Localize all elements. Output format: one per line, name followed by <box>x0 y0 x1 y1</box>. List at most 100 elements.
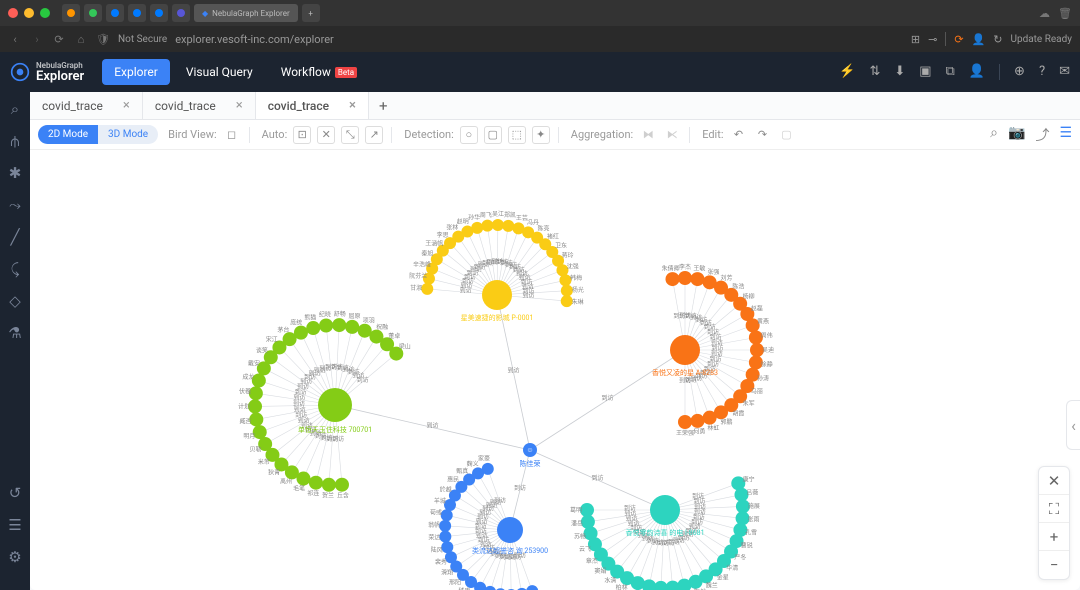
svg-text:施展: 施展 <box>748 502 760 510</box>
action-icon-3[interactable]: ⬇ <box>894 64 905 80</box>
redo-icon[interactable]: ↷ <box>754 126 772 144</box>
svg-text:翁帆: 翁帆 <box>428 521 440 529</box>
sidebar-path-icon[interactable]: ╱ <box>6 228 24 246</box>
list-view-icon[interactable]: ☰ <box>1059 125 1072 145</box>
url-text[interactable]: explorer.vesoft-inc.com/explorer <box>175 33 903 46</box>
support-icon[interactable]: ✉ <box>1059 64 1070 80</box>
nav-workflow[interactable]: WorkflowBeta <box>269 59 369 85</box>
menu-icon[interactable]: ☁ <box>1039 7 1050 20</box>
auto-2[interactable]: ✕ <box>317 126 335 144</box>
update-icon[interactable]: ↻ <box>993 33 1002 46</box>
det-3[interactable]: ⬚ <box>508 126 526 144</box>
file-tab[interactable]: covid_trace× <box>30 92 143 119</box>
sidebar-share-icon[interactable]: ⤳ <box>6 196 24 214</box>
trash-icon[interactable]: 🗑 <box>1058 7 1072 20</box>
action-icon-1[interactable]: ⚡ <box>839 64 855 80</box>
browser-tab[interactable] <box>84 4 102 22</box>
browser-tab[interactable] <box>106 4 124 22</box>
window-controls[interactable] <box>8 8 50 18</box>
close-tab-icon[interactable]: × <box>236 98 243 113</box>
browser-tabs[interactable]: ◆NebulaGraph Explorer+ <box>62 4 320 22</box>
auto-4[interactable]: ↗ <box>365 126 383 144</box>
fullscreen-icon[interactable]: ⛶ <box>1039 495 1069 523</box>
forward-icon[interactable]: › <box>30 33 44 46</box>
browser-tab[interactable] <box>128 4 146 22</box>
file-tab[interactable]: covid_trace× <box>256 92 369 119</box>
browser-tab-active[interactable]: ◆NebulaGraph Explorer <box>194 4 298 22</box>
devtools-icon[interactable]: ⟳ <box>954 33 963 46</box>
auto-3[interactable]: ⤡ <box>341 126 359 144</box>
panel-collapse-handle[interactable]: ‹ <box>1066 400 1080 450</box>
browser-tab[interactable] <box>62 4 80 22</box>
fit-icon[interactable]: ✕ <box>1039 467 1069 495</box>
action-icon-2[interactable]: ⇅ <box>869 64 880 80</box>
logo[interactable]: NebulaGraph Explorer <box>10 62 84 83</box>
nav-explorer[interactable]: Explorer <box>102 59 170 85</box>
sidebar-list-icon[interactable]: ☰ <box>6 516 24 534</box>
nav-visual-query[interactable]: Visual Query <box>174 59 265 85</box>
export-icon[interactable]: ⤴ <box>1035 125 1049 145</box>
graph-canvas[interactable]: 到访到访到访到访到访甘淑到访阮芬兰到访辛浩峰到访秦旭到访王涵帆到访李思到访张林到… <box>30 150 1080 590</box>
home-icon[interactable]: ⌂ <box>74 33 88 46</box>
view-mode-toggle[interactable]: 2D Mode 3D Mode <box>38 125 158 144</box>
sidebar-route-icon[interactable]: ⤹ <box>6 260 24 278</box>
zoom-in-icon[interactable]: + <box>1039 523 1069 551</box>
svg-text:米芾: 米芾 <box>258 458 270 466</box>
sidebar-filter-icon[interactable]: ⫛ <box>6 132 24 150</box>
header-actions: ⚡ ⇅ ⬇ ▣ ⧉ 👤 ⊕ ? ✉ <box>839 64 1070 80</box>
svg-text:丘含: 丘含 <box>337 492 349 500</box>
svg-text:云飞: 云飞 <box>579 546 591 553</box>
back-icon[interactable]: ‹ <box>8 33 22 46</box>
svg-text:孔雪: 孔雪 <box>745 529 757 537</box>
action-icon-5[interactable]: ⧉ <box>946 64 955 80</box>
reload-icon[interactable]: ⟳ <box>52 33 66 46</box>
svg-text:王荣强: 王荣强 <box>676 429 694 437</box>
help-icon[interactable]: ? <box>1039 64 1045 80</box>
svg-text:蒋玲: 蒋玲 <box>562 251 574 259</box>
sidebar-tree-icon[interactable]: ⚗ <box>6 324 24 342</box>
svg-text:周飞: 周飞 <box>480 212 492 219</box>
birdview-toggle[interactable]: ◻ <box>223 126 241 144</box>
svg-text:赵磊: 赵磊 <box>751 305 763 313</box>
graph-svg[interactable]: 到访到访到访到访到访甘淑到访阮芬兰到访辛浩峰到访秦旭到访王涵帆到访李思到访张林到… <box>30 150 1080 590</box>
add-tab-icon[interactable]: + <box>369 97 398 115</box>
det-1[interactable]: ○ <box>460 126 478 144</box>
zoom-out-icon[interactable]: − <box>1039 551 1069 579</box>
sidebar-graph-icon[interactable]: ✱ <box>6 164 24 182</box>
close-tab-icon[interactable]: × <box>123 98 130 113</box>
browser-tab[interactable] <box>172 4 190 22</box>
svg-text:杨柳: 杨柳 <box>743 293 755 301</box>
det-4[interactable]: ✦ <box>532 126 550 144</box>
edit-3[interactable]: ▢ <box>778 126 796 144</box>
action-icon-6[interactable]: 👤 <box>969 64 985 80</box>
undo-icon[interactable]: ↶ <box>730 126 748 144</box>
agg-1[interactable]: ⧓ <box>639 126 657 144</box>
sidebar-history-icon[interactable]: ↺ <box>6 484 24 502</box>
det-2[interactable]: ▢ <box>484 126 502 144</box>
svg-text:王敏: 王敏 <box>693 264 705 272</box>
search-canvas-icon[interactable]: ⌕ <box>990 125 998 145</box>
mode-3d[interactable]: 3D Mode <box>98 125 158 144</box>
action-icon-4[interactable]: ▣ <box>919 64 931 80</box>
sidebar-search-icon[interactable]: ⌕ <box>6 100 24 118</box>
key-icon[interactable]: ⊸ <box>928 33 937 46</box>
mode-2d[interactable]: 2D Mode <box>38 125 98 144</box>
globe-icon[interactable]: ⊕ <box>1014 64 1025 80</box>
extensions-icon[interactable]: ⊞ <box>911 33 920 46</box>
sidebar-cube-icon[interactable]: ◇ <box>6 292 24 310</box>
svg-text:郑凯: 郑凯 <box>504 211 516 219</box>
file-tab[interactable]: covid_trace× <box>143 92 256 119</box>
sidebar-settings-icon[interactable]: ⚙ <box>6 548 24 566</box>
svg-text:戴安: 戴安 <box>248 359 260 367</box>
auto-1[interactable]: ⊡ <box>293 126 311 144</box>
browser-tab[interactable] <box>150 4 168 22</box>
update-label[interactable]: Update Ready <box>1010 34 1072 45</box>
snapshot-icon[interactable]: 📷 <box>1008 125 1025 145</box>
close-tab-icon[interactable]: × <box>349 98 356 113</box>
os-titlebar: ◆NebulaGraph Explorer+ ☁ 🗑 <box>0 0 1080 26</box>
agg-2[interactable]: ⧔ <box>663 126 681 144</box>
avatar-icon[interactable]: 👤 <box>972 33 986 46</box>
main-panel: covid_trace×covid_trace×covid_trace×+ 2D… <box>30 92 1080 590</box>
svg-text:宋江: 宋江 <box>266 336 278 344</box>
new-tab-icon[interactable]: + <box>302 4 320 22</box>
